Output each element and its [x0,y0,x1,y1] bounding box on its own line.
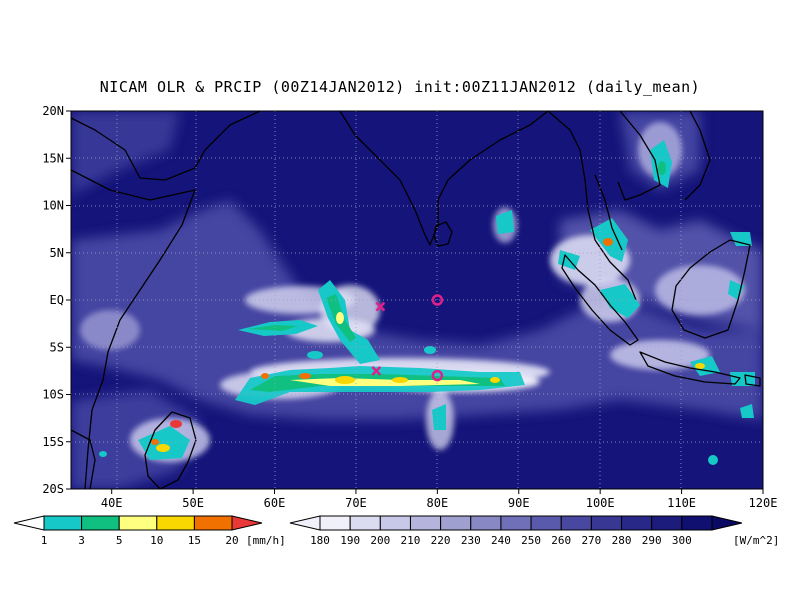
colorbar-box [621,515,653,531]
colorbar-tick-label: 210 [401,534,421,547]
colorbar-tick-label: 230 [461,534,481,547]
colorbar-box [319,515,351,531]
lon-label: 60E [264,496,286,510]
lon-label: 100E [586,496,615,510]
precipitation-colorbar: 1 3 5 10 15 20 [mm/h] [13,515,286,547]
colorbar-tick-label: 220 [431,534,451,547]
colorbar-tick-label: 200 [370,534,390,547]
lon-label: 40E [101,496,123,510]
colorbar-box [560,515,592,531]
latitude-axis: 20N 15N 10N 5N EQ 5S 10S 15S 20S [42,104,71,496]
colorbar-tick-label: 1 [41,534,48,547]
colorbar-tick-label: 270 [581,534,601,547]
x-marker [371,365,382,376]
colorbar-tick-label: 5 [116,534,123,547]
lon-label: 70E [345,496,367,510]
lon-label: 90E [508,496,530,510]
olr-colorbar: 180 190 200 210 220 230 240 250 260 270 280 290 300 [… [289,515,779,547]
colorbar-box [349,515,381,531]
colorbar-box [409,515,442,531]
longitude-axis: 40E 50E 60E 70E 80E 90E 100E 110E 120E [101,489,778,510]
colorbar-box [81,515,120,531]
colorbar-unit: [mm/h] [246,534,286,547]
colorbar-left-triangle [13,515,45,531]
colorbar-box [590,515,623,531]
colorbar-box [156,515,195,531]
lat-label: EQ [50,293,64,307]
map-title: NICAM OLR & PRCIP (00Z14JAN2012) init:00… [99,78,701,96]
lat-label: 5N [50,246,64,260]
colorbar-right-triangle [711,515,743,531]
station-markers [371,294,444,382]
coastlines [71,111,761,489]
colorbar-tick-label: 290 [642,534,662,547]
lat-label: 20S [42,482,64,496]
colorbar-left-triangle [289,515,321,531]
colorbar-box [440,515,472,531]
colorbar-box [43,515,83,531]
colorbar-tick-label: 180 [310,534,330,547]
circle-marker [431,369,444,382]
precip-field [99,140,755,465]
colorbar-box [193,515,233,531]
colorbar-tick-label: 10 [150,534,163,547]
colorbar-tick-label: 190 [340,534,360,547]
colorbar-box [118,515,158,531]
colorbar-tick-label: 15 [188,534,201,547]
x-marker [375,301,386,312]
gridlines [71,111,763,489]
circle-marker [431,294,444,306]
lat-label: 5S [50,340,64,354]
colorbar-tick-label: 3 [78,534,85,547]
colorbar-right-triangle [231,515,263,531]
colorbar-box [681,515,713,531]
colorbar-tick-label: 20 [225,534,238,547]
lon-label: 120E [749,496,778,510]
lon-label: 110E [667,496,696,510]
lon-label: 80E [427,496,449,510]
lat-label: 15N [42,151,64,165]
lat-label: 10S [42,388,64,402]
lon-label: 50E [182,496,204,510]
colorbar-unit: [W/m^2] [733,534,779,547]
lat-label: 10N [42,199,64,213]
colorbar-tick-label: 250 [521,534,541,547]
colorbar-box [651,515,683,531]
colorbar-box [530,515,562,531]
colorbar-tick-label: 260 [551,534,571,547]
lat-label: 20N [42,104,64,118]
colorbar-box [500,515,532,531]
colorbar-tick-label: 280 [612,534,632,547]
colorbar-tick-label: 240 [491,534,511,547]
lat-label: 15S [42,435,64,449]
colorbar-box [470,515,502,531]
colorbar-tick-label: 300 [672,534,692,547]
colorbar-box [379,515,411,531]
